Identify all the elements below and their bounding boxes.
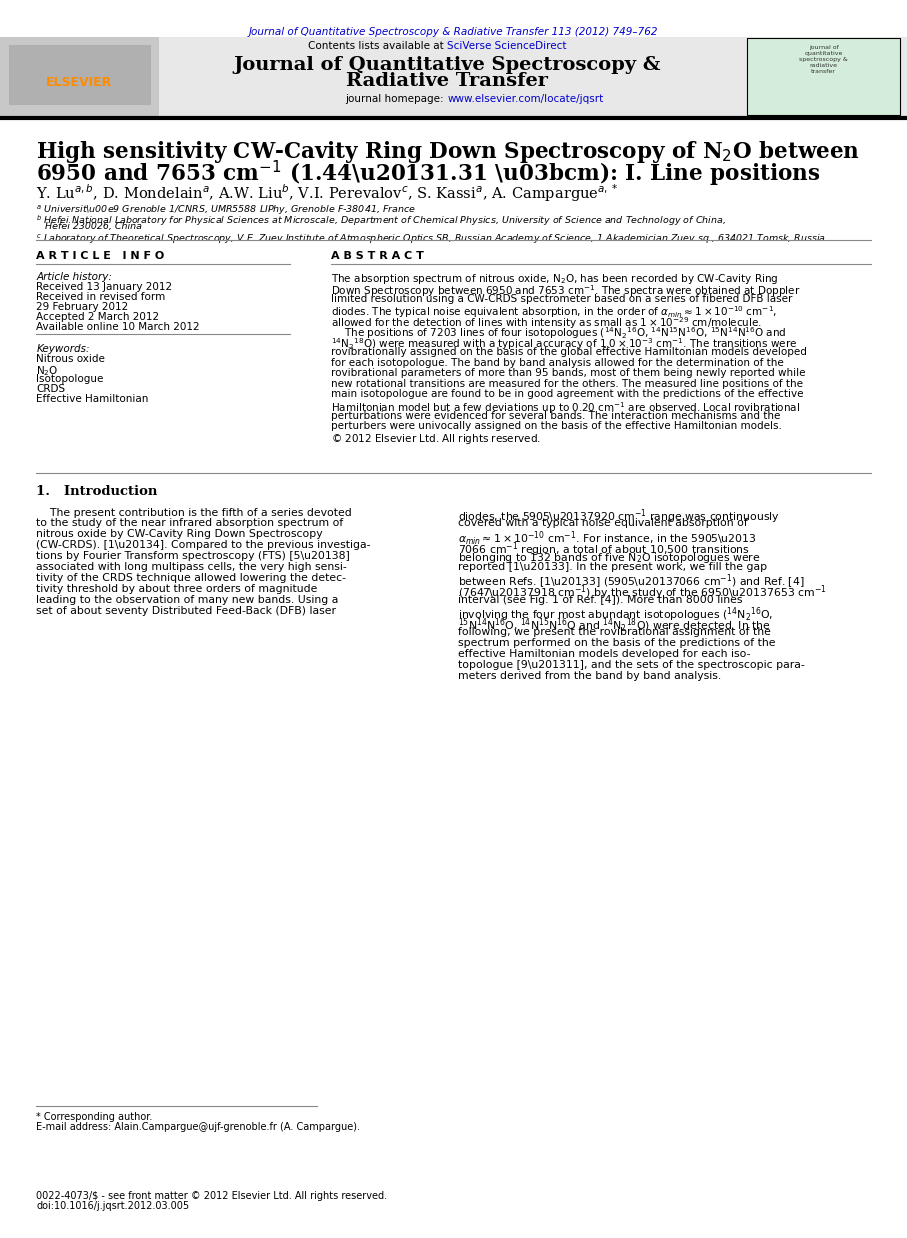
Text: diodes, the 5905\u20137920 cm$^{-1}$ range was continuously: diodes, the 5905\u20137920 cm$^{-1}$ ran… — [458, 508, 780, 526]
Text: Isotopologue: Isotopologue — [36, 374, 103, 384]
Text: Accepted 2 March 2012: Accepted 2 March 2012 — [36, 312, 160, 322]
Text: Hamiltonian model but a few deviations up to 0.20 cm$^{-1}$ are observed. Local : Hamiltonian model but a few deviations u… — [331, 400, 800, 416]
Text: associated with long multipass cells, the very high sensi-: associated with long multipass cells, th… — [36, 562, 347, 572]
Text: Nitrous oxide: Nitrous oxide — [36, 354, 105, 364]
Text: belonging to 132 bands of five N$_2$O isotopologues were: belonging to 132 bands of five N$_2$O is… — [458, 551, 761, 566]
Text: CRDS: CRDS — [36, 384, 65, 394]
Text: spectrum performed on the basis of the predictions of the: spectrum performed on the basis of the p… — [458, 639, 775, 649]
Text: Keywords:: Keywords: — [36, 344, 90, 354]
Text: reported [1\u20133]. In the present work, we fill the gap: reported [1\u20133]. In the present work… — [458, 562, 767, 572]
FancyBboxPatch shape — [0, 37, 159, 118]
Text: covered with a typical noise equivalent absorption of: covered with a typical noise equivalent … — [458, 519, 747, 529]
Text: perturbers were univocally assigned on the basis of the effective Hamiltonian mo: perturbers were univocally assigned on t… — [331, 421, 782, 431]
Text: A B S T R A C T: A B S T R A C T — [331, 251, 424, 261]
Text: limited resolution using a CW-CRDS spectrometer based on a series of fibered DFB: limited resolution using a CW-CRDS spect… — [331, 293, 793, 303]
Text: (CW-CRDS). [1\u20134]. Compared to the previous investiga-: (CW-CRDS). [1\u20134]. Compared to the p… — [36, 540, 371, 550]
FancyBboxPatch shape — [747, 38, 900, 115]
Text: Received 13 January 2012: Received 13 January 2012 — [36, 282, 172, 292]
Text: $^{14}$N$_2$$^{18}$O) were measured with a typical accuracy of $1.0 \times 10^{-: $^{14}$N$_2$$^{18}$O) were measured with… — [331, 337, 797, 352]
Text: diodes. The typical noise equivalent absorption, in the order of $\alpha_{min} \: diodes. The typical noise equivalent abs… — [331, 305, 777, 321]
Text: ELSEVIER: ELSEVIER — [45, 77, 112, 89]
Text: 1.   Introduction: 1. Introduction — [36, 485, 158, 499]
Text: Article history:: Article history: — [36, 272, 112, 282]
Text: for each isotopologue. The band by band analysis allowed for the determination o: for each isotopologue. The band by band … — [331, 358, 784, 368]
Text: involving the four most abundant isotopologues ($^{14}$N$_2$$^{16}$O,: involving the four most abundant isotopo… — [458, 605, 774, 624]
Text: 7066 cm$^{-1}$ region, a total of about 10,500 transitions: 7066 cm$^{-1}$ region, a total of about … — [458, 540, 750, 558]
Text: leading to the observation of many new bands. Using a: leading to the observation of many new b… — [36, 594, 338, 604]
Text: www.elsevier.com/locate/jqsrt: www.elsevier.com/locate/jqsrt — [447, 94, 603, 104]
Text: 29 February 2012: 29 February 2012 — [36, 302, 129, 312]
Text: Y. Lu$^{a,b}$, D. Mondelain$^a$, A.W. Liu$^b$, V.I. Perevalov$^c$, S. Kassi$^a$,: Y. Lu$^{a,b}$, D. Mondelain$^a$, A.W. Li… — [36, 182, 619, 204]
Text: to the study of the near infrared absorption spectrum of: to the study of the near infrared absorp… — [36, 519, 344, 529]
Text: tivity of the CRDS technique allowed lowering the detec-: tivity of the CRDS technique allowed low… — [36, 573, 346, 583]
Text: $\alpha_{min} \approx 1 \times 10^{-10}$ cm$^{-1}$. For instance, in the 5905\u2: $\alpha_{min} \approx 1 \times 10^{-10}$… — [458, 530, 756, 547]
Text: 6950 and 7653 cm$^{-1}$ (1.44\u20131.31 \u03bcm): I. Line positions: 6950 and 7653 cm$^{-1}$ (1.44\u20131.31 … — [36, 158, 821, 188]
Text: $^b$ Hefei National Laboratory for Physical Sciences at Microscale, Department o: $^b$ Hefei National Laboratory for Physi… — [36, 213, 727, 228]
Text: The positions of 7203 lines of four isotopologues ($^{14}$N$_2$$^{16}$O, $^{14}$: The positions of 7203 lines of four isot… — [331, 326, 786, 342]
Text: allowed for the detection of lines with intensity as small as $1 \times 10^{-29}: allowed for the detection of lines with … — [331, 314, 762, 331]
Text: The absorption spectrum of nitrous oxide, N$_2$O, has been recorded by CW-Cavity: The absorption spectrum of nitrous oxide… — [331, 272, 778, 286]
Text: set of about seventy Distributed Feed-Back (DFB) laser: set of about seventy Distributed Feed-Ba… — [36, 605, 336, 615]
Text: E-mail address: Alain.Campargue@ujf-grenoble.fr (A. Campargue).: E-mail address: Alain.Campargue@ujf-gren… — [36, 1122, 360, 1132]
Text: $\copyright$ 2012 Elsevier Ltd. All rights reserved.: $\copyright$ 2012 Elsevier Ltd. All righ… — [331, 432, 541, 446]
Text: Available online 10 March 2012: Available online 10 March 2012 — [36, 322, 200, 332]
Text: new rotational transitions are measured for the others. The measured line positi: new rotational transitions are measured … — [331, 379, 803, 389]
Text: nitrous oxide by CW-Cavity Ring Down Spectroscopy: nitrous oxide by CW-Cavity Ring Down Spe… — [36, 530, 323, 540]
Text: rovibrational parameters of more than 95 bands, most of them being newly reporte: rovibrational parameters of more than 95… — [331, 368, 805, 378]
Text: $^a$ Universit\u00e9 Grenoble 1/CNRS, UMR5588 LIPhy, Grenoble F-38041, France: $^a$ Universit\u00e9 Grenoble 1/CNRS, UM… — [36, 203, 416, 217]
Text: tivity threshold by about three orders of magnitude: tivity threshold by about three orders o… — [36, 584, 317, 594]
Text: $^{15}$N$^{14}$N$^{16}$O, $^{14}$N$^{15}$N$^{16}$O and $^{14}$N$_2$$^{18}$O) wer: $^{15}$N$^{14}$N$^{16}$O, $^{14}$N$^{15}… — [458, 617, 771, 635]
Text: Hefei 230026, China: Hefei 230026, China — [36, 222, 142, 230]
Text: SciVerse ScienceDirect: SciVerse ScienceDirect — [447, 41, 567, 51]
Text: Effective Hamiltonian: Effective Hamiltonian — [36, 394, 149, 404]
Text: journal of
quantitative
spectroscopy &
radiative
transfer: journal of quantitative spectroscopy & r… — [799, 45, 848, 74]
Text: $^c$ Laboratory of Theoretical Spectroscopy, V.E. Zuev Institute of Atmospheric : $^c$ Laboratory of Theoretical Spectrosc… — [36, 232, 826, 245]
Text: Received in revised form: Received in revised form — [36, 292, 166, 302]
Text: between Refs. [1\u20133] (5905\u20137066 cm$^{-1}$) and Ref. [4]: between Refs. [1\u20133] (5905\u20137066… — [458, 573, 805, 592]
FancyBboxPatch shape — [0, 37, 907, 118]
Text: Journal of Quantitative Spectroscopy & Radiative Transfer 113 (2012) 749–762: Journal of Quantitative Spectroscopy & R… — [249, 27, 658, 37]
Text: A R T I C L E   I N F O: A R T I C L E I N F O — [36, 251, 164, 261]
Text: doi:10.1016/j.jqsrt.2012.03.005: doi:10.1016/j.jqsrt.2012.03.005 — [36, 1201, 190, 1211]
Text: tions by Fourier Transform spectroscopy (FTS) [5\u20138]: tions by Fourier Transform spectroscopy … — [36, 551, 350, 561]
Text: Radiative Transfer: Radiative Transfer — [346, 72, 548, 90]
Text: perturbations were evidenced for several bands. The interaction mechanisms and t: perturbations were evidenced for several… — [331, 411, 780, 421]
Text: Journal of Quantitative Spectroscopy &: Journal of Quantitative Spectroscopy & — [233, 56, 661, 74]
Text: topologue [9\u201311], and the sets of the spectroscopic para-: topologue [9\u201311], and the sets of t… — [458, 660, 805, 670]
Text: meters derived from the band by band analysis.: meters derived from the band by band ana… — [458, 671, 721, 681]
Text: rovibrationally assigned on the basis of the global effective Hamiltonian models: rovibrationally assigned on the basis of… — [331, 347, 807, 357]
Text: interval (see Fig. 1 of Ref. [4]). More than 8000 lines: interval (see Fig. 1 of Ref. [4]). More … — [458, 594, 743, 604]
Text: Contents lists available at: Contents lists available at — [308, 41, 447, 51]
Text: High sensitivity CW-Cavity Ring Down Spectroscopy of N$_2$O between: High sensitivity CW-Cavity Ring Down Spe… — [36, 139, 860, 165]
Text: main isotopologue are found to be in good agreement with the predictions of the : main isotopologue are found to be in goo… — [331, 390, 804, 400]
Text: journal homepage:: journal homepage: — [346, 94, 447, 104]
Text: The present contribution is the fifth of a series devoted: The present contribution is the fifth of… — [36, 508, 352, 517]
Text: 0022-4073/$ - see front matter © 2012 Elsevier Ltd. All rights reserved.: 0022-4073/$ - see front matter © 2012 El… — [36, 1191, 387, 1201]
Text: * Corresponding author.: * Corresponding author. — [36, 1112, 152, 1122]
Text: Down Spectroscopy between 6950 and 7653 cm$^{-1}$. The spectra were obtained at : Down Spectroscopy between 6950 and 7653 … — [331, 284, 801, 298]
Text: effective Hamiltonian models developed for each iso-: effective Hamiltonian models developed f… — [458, 649, 750, 659]
FancyBboxPatch shape — [9, 45, 150, 104]
Text: (7647\u20137918 cm$^{-1}$) by the study of the 6950\u20137653 cm$^{-1}$: (7647\u20137918 cm$^{-1}$) by the study … — [458, 584, 826, 603]
Text: following, we present the rovibrational assignment of the: following, we present the rovibrational … — [458, 628, 771, 638]
Text: N$_2$O: N$_2$O — [36, 364, 59, 378]
